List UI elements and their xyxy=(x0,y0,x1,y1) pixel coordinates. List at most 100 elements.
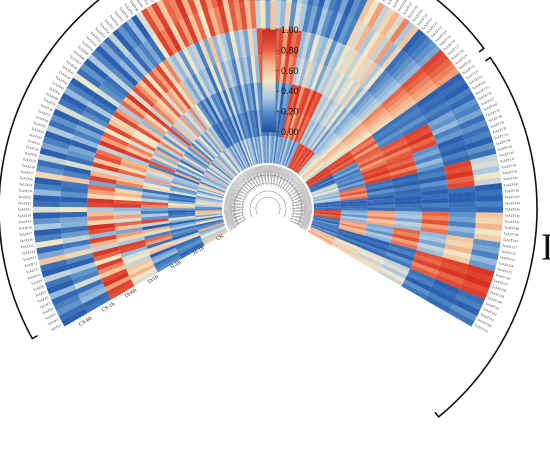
heat-cell xyxy=(191,73,208,99)
gene-label: TaAZF107 xyxy=(402,1,414,16)
heat-cell xyxy=(308,92,323,119)
heat-cell xyxy=(380,46,402,71)
heat-cell xyxy=(475,188,503,197)
heat-cell xyxy=(183,111,204,135)
dendrogram-branch xyxy=(301,191,309,196)
gene-label: TaAZF7 xyxy=(35,290,47,298)
heat-cell xyxy=(143,228,171,237)
heat-cell xyxy=(312,218,340,227)
heat-cell xyxy=(228,3,239,32)
heat-cell xyxy=(417,166,445,177)
heat-cell xyxy=(276,82,283,110)
heat-cell xyxy=(188,75,205,101)
heat-cell xyxy=(195,213,223,218)
heat-cell xyxy=(317,98,335,124)
dendrogram-branch xyxy=(294,218,310,225)
heat-cell xyxy=(302,160,325,180)
heat-cell xyxy=(265,136,268,164)
heat-cell xyxy=(34,176,62,186)
heat-cell xyxy=(169,219,197,226)
heat-cell xyxy=(119,242,147,254)
heat-cell xyxy=(307,62,320,90)
heat-cell xyxy=(180,243,205,259)
heat-cell xyxy=(256,82,262,110)
heat-cell xyxy=(130,49,152,74)
heat-cell xyxy=(326,105,345,130)
heat-cell xyxy=(44,130,72,145)
heat-cell xyxy=(60,216,88,223)
dendrogram-branch xyxy=(240,174,247,181)
heat-cell xyxy=(115,107,141,127)
heat-cell xyxy=(48,284,77,300)
heat-cell xyxy=(360,245,387,259)
heat-cell xyxy=(33,212,61,219)
heat-cell xyxy=(328,73,345,99)
heat-cell xyxy=(305,123,323,148)
heat-cell xyxy=(53,294,81,311)
heat-cell xyxy=(104,75,130,97)
dendrogram-branch xyxy=(303,200,312,203)
heat-cell xyxy=(39,259,68,272)
heat-cell xyxy=(91,49,116,72)
heat-cell xyxy=(62,234,90,244)
heat-cell xyxy=(120,245,148,258)
dendrogram-branch xyxy=(224,216,233,219)
heat-cell xyxy=(313,130,333,154)
heat-cell xyxy=(335,170,362,184)
heat-cell xyxy=(391,56,414,80)
heat-cell xyxy=(82,291,109,309)
gene-label: TaAZF9 xyxy=(31,279,43,286)
heat-cell xyxy=(310,94,326,120)
heat-cell xyxy=(337,0,349,15)
heat-cell xyxy=(106,279,133,296)
gene-label: TaAZF50 xyxy=(81,40,94,52)
heat-cell xyxy=(186,45,202,72)
heat-cell xyxy=(141,215,169,221)
heat-cell xyxy=(87,188,115,196)
heat-cell xyxy=(216,91,230,118)
heat-cell xyxy=(334,113,355,136)
heat-cell xyxy=(68,261,97,275)
heat-cell xyxy=(195,200,223,206)
heat-cell xyxy=(131,14,152,40)
heat-cell xyxy=(313,95,329,122)
heat-cell xyxy=(135,11,156,37)
heat-cell xyxy=(149,160,176,174)
gene-label: TaAZF19 xyxy=(18,220,32,225)
dendrogram-branch xyxy=(295,210,312,212)
heat-cell xyxy=(199,225,226,238)
heat-cell xyxy=(448,92,476,111)
heat-cell xyxy=(383,89,408,111)
heat-cell xyxy=(285,56,294,84)
heat-cell xyxy=(182,155,207,172)
heat-cell xyxy=(333,164,359,178)
heat-cell xyxy=(400,67,425,90)
gene-label: TaAZF24 xyxy=(18,189,32,194)
heat-cell xyxy=(365,228,393,237)
heat-cell xyxy=(336,79,355,104)
heat-cell xyxy=(146,238,174,250)
heat-cell xyxy=(89,175,117,185)
heat-cell xyxy=(228,87,240,114)
heat-cell xyxy=(221,151,240,174)
heat-cell xyxy=(66,82,93,102)
heat-cell xyxy=(123,251,150,265)
heat-cell xyxy=(286,142,300,168)
heat-cell xyxy=(166,56,185,82)
heat-cell xyxy=(439,261,468,275)
heat-cell xyxy=(448,221,476,229)
heat-cell xyxy=(297,31,307,59)
heat-cell xyxy=(114,203,142,208)
heat-cell xyxy=(174,0,189,19)
dendrogram-branch xyxy=(273,165,275,174)
heat-cell xyxy=(142,185,170,193)
heat-cell xyxy=(108,32,131,57)
heat-cell xyxy=(169,190,197,198)
dendrogram-branch xyxy=(295,202,312,206)
track-label: CK xyxy=(215,233,225,242)
heat-cell xyxy=(102,271,130,288)
heat-cell xyxy=(143,178,171,188)
heat-cell xyxy=(433,125,461,141)
gene-label: TaAZF158 xyxy=(491,284,507,293)
heat-cell xyxy=(300,32,312,60)
